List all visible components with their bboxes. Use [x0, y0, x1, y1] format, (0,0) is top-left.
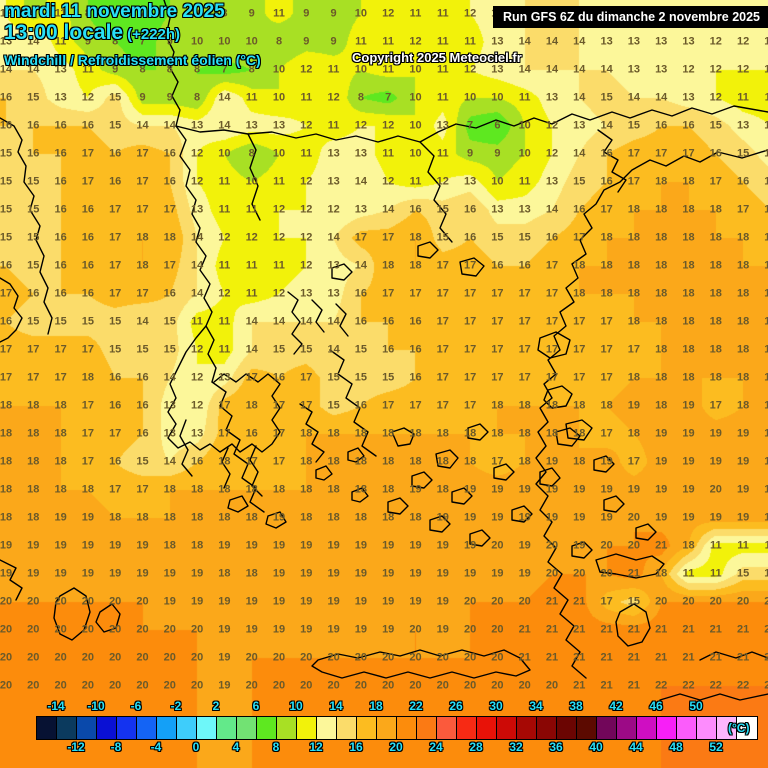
legend-tick-top: 2: [212, 699, 220, 713]
legend-color-cell: [97, 717, 117, 739]
legend-tick-bottom: 12: [309, 740, 323, 754]
legend-color-cell: [77, 717, 97, 739]
legend-color-cell: [437, 717, 457, 739]
model-run-banner: Run GFS 6Z du dimanche 2 novembre 2025: [492, 6, 768, 28]
legend-color-cell: [597, 717, 617, 739]
legend-tick-bottom: 16: [349, 740, 363, 754]
legend-tick-top: -6: [130, 699, 142, 713]
color-scale-bar: [36, 716, 758, 740]
legend-tick-bottom: 4: [232, 740, 240, 754]
legend-color-cell: [57, 717, 77, 739]
legend-color-cell: [177, 717, 197, 739]
forecast-date: mardi 11 novembre 2025: [4, 1, 225, 22]
legend-tick-bottom: 0: [192, 740, 200, 754]
legend-color-cell: [297, 717, 317, 739]
forecast-time: 13:00 locale: [4, 21, 124, 44]
legend-tick-top: 10: [289, 699, 303, 713]
forecast-echeance: (+222h): [127, 26, 181, 43]
color-scale-legend: (°C) -14 -10 -6 -2 2 6 10 14 18 22 26 30 34 38 42 46 50-…: [0, 695, 768, 768]
legend-tick-top: 50: [689, 699, 703, 713]
legend-tick-top: 6: [252, 699, 260, 713]
legend-color-cell: [137, 717, 157, 739]
legend-color-cell: [717, 717, 737, 739]
legend-color-cell: [657, 717, 677, 739]
legend-tick-bottom: 44: [629, 740, 643, 754]
legend-color-cell: [537, 717, 557, 739]
legend-unit-label: (°C): [728, 721, 750, 735]
legend-color-cell: [317, 717, 337, 739]
legend-color-cell: [377, 717, 397, 739]
legend-color-cell: [677, 717, 697, 739]
legend-tick-bottom: 32: [509, 740, 523, 754]
legend-color-cell: [357, 717, 377, 739]
legend-tick-top: 18: [369, 699, 383, 713]
legend-color-cell: [457, 717, 477, 739]
legend-color-cell: [257, 717, 277, 739]
legend-color-cell: [117, 717, 137, 739]
legend-color-cell: [217, 717, 237, 739]
legend-tick-top: 38: [569, 699, 583, 713]
legend-tick-bottom: -8: [110, 740, 122, 754]
legend-tick-top: 14: [329, 699, 343, 713]
copyright-notice: Copyright 2025 Meteociel.fr: [352, 50, 522, 65]
legend-tick-bottom: 20: [389, 740, 403, 754]
legend-color-cell: [37, 717, 57, 739]
legend-color-cell: [337, 717, 357, 739]
map-header-left: mardi 11 novembre 2025 13:00 locale (+222…: [4, 2, 261, 69]
legend-tick-bottom: 28: [469, 740, 483, 754]
legend-color-cell: [577, 717, 597, 739]
legend-color-cell: [417, 717, 437, 739]
legend-color-cell: [617, 717, 637, 739]
legend-color-cell: [237, 717, 257, 739]
forecast-time-row: 13:00 locale (+222h): [4, 22, 261, 46]
legend-color-cell: [497, 717, 517, 739]
legend-color-cell: [157, 717, 177, 739]
legend-color-cell: [737, 717, 757, 739]
legend-tick-bottom: 36: [549, 740, 563, 754]
legend-color-cell: [697, 717, 717, 739]
legend-color-cell: [397, 717, 417, 739]
legend-tick-top: 42: [609, 699, 623, 713]
legend-tick-top: -14: [47, 699, 65, 713]
legend-tick-top: 34: [529, 699, 543, 713]
legend-tick-bottom: 8: [272, 740, 280, 754]
legend-tick-top: 22: [409, 699, 423, 713]
legend-tick-bottom: 52: [709, 740, 723, 754]
legend-color-cell: [277, 717, 297, 739]
legend-tick-bottom: 40: [589, 740, 603, 754]
legend-tick-top: -10: [87, 699, 105, 713]
legend-tick-bottom: -4: [150, 740, 162, 754]
legend-color-cell: [557, 717, 577, 739]
legend-tick-bottom: -12: [67, 740, 85, 754]
legend-color-cell: [637, 717, 657, 739]
legend-tick-top: 26: [449, 699, 463, 713]
legend-tick-top: 46: [649, 699, 663, 713]
legend-tick-bottom: 24: [429, 740, 443, 754]
legend-color-cell: [517, 717, 537, 739]
legend-tick-top: -2: [170, 699, 182, 713]
parameter-title: Windchill / Refroidissement éolien (°C): [4, 52, 261, 68]
legend-color-cell: [197, 717, 217, 739]
legend-tick-bottom: 48: [669, 740, 683, 754]
legend-tick-top: 30: [489, 699, 503, 713]
legend-color-cell: [477, 717, 497, 739]
